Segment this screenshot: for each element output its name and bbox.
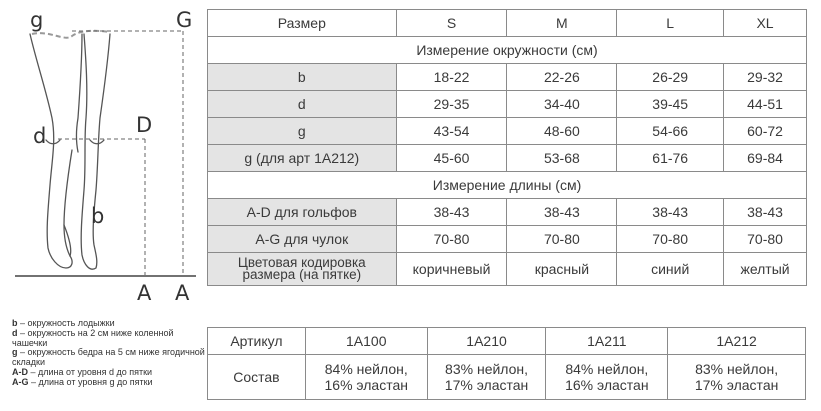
table-cell: 44-51 bbox=[723, 90, 807, 118]
article-cell: 1A211 bbox=[545, 327, 669, 355]
article-row: Артикул 1A100 1A210 1A211 1A212 bbox=[207, 327, 806, 355]
composition-row: Состав 84% нейлон, 16% эластан 83% нейлон… bbox=[207, 354, 806, 400]
table-cell: 48-60 bbox=[506, 117, 618, 145]
size-header-row: Размер S M L XL bbox=[207, 9, 807, 37]
label-D: D bbox=[136, 113, 152, 137]
table-cell: синий bbox=[616, 252, 725, 286]
table-cell: 38-43 bbox=[506, 198, 618, 226]
label-g-right: G bbox=[176, 8, 192, 32]
table-cell: 60-72 bbox=[723, 117, 807, 145]
article-cell: 1A212 bbox=[667, 327, 806, 355]
label-d: d bbox=[33, 124, 46, 148]
size-header-cell: Размер bbox=[207, 9, 397, 37]
leg-measurement-diagram: g G d D b A A bbox=[15, 8, 196, 305]
table-cell: красный bbox=[506, 252, 618, 286]
table-cell: 22-26 bbox=[506, 63, 618, 91]
row-label: A-G для чулок bbox=[207, 225, 397, 253]
legend: b – окружность лодыжки d – окружность на… bbox=[12, 318, 207, 388]
table-cell: 39-45 bbox=[616, 90, 725, 118]
legend-item: d – окружность на 2 см ниже коленной чаш… bbox=[12, 327, 174, 348]
table-row: A-G для чулок 70-80 70-80 70-80 70-80 bbox=[207, 225, 807, 253]
size-header-cell: L bbox=[616, 9, 725, 37]
waistband-line bbox=[31, 29, 111, 39]
table-cell: 53-68 bbox=[506, 144, 618, 172]
table-row: g 43-54 48-60 54-66 60-72 bbox=[207, 117, 807, 145]
legend-item: A-G – длина от уровня g до пятки bbox=[12, 376, 153, 387]
size-table: Размер S M L XL Измерение окружности (см… bbox=[207, 9, 807, 286]
table-cell: 43-54 bbox=[395, 117, 508, 145]
table-row: d 29-35 34-40 39-45 44-51 bbox=[207, 90, 807, 118]
row-label: g (для арт 1A212) bbox=[207, 144, 397, 172]
table-row: A-D для гольфов 38-43 38-43 38-43 38-43 bbox=[207, 198, 807, 226]
color-code-row: Цветовая кодировка размера (на пятке) кор… bbox=[207, 252, 807, 286]
table-cell: коричневый bbox=[395, 252, 508, 286]
table-row: b 18-22 22-26 26-29 29-32 bbox=[207, 63, 807, 91]
legs-illustration bbox=[29, 33, 111, 270]
table-cell: 26-29 bbox=[616, 63, 725, 91]
table-cell: 29-32 bbox=[723, 63, 807, 91]
row-label: A-D для гольфов bbox=[207, 198, 397, 226]
article-table: Артикул 1A100 1A210 1A211 1A212 Состав 8… bbox=[207, 327, 806, 400]
table-cell: 61-76 bbox=[616, 144, 725, 172]
label-A-left: A bbox=[137, 281, 152, 305]
legend-item: b – окружность лодыжки bbox=[12, 318, 115, 328]
composition-cell: 83% нейлон, 17% эластан bbox=[426, 354, 547, 400]
article-cell: 1A100 bbox=[304, 327, 428, 355]
row-label: b bbox=[207, 63, 397, 91]
length-section-row: Измерение длины (см) bbox=[207, 171, 807, 199]
row-label: Цветовая кодировка размера (на пятке) bbox=[207, 252, 397, 286]
legend-item: g – окружность бедра на 5 см ниже ягодич… bbox=[12, 347, 205, 368]
table-cell: 29-35 bbox=[395, 90, 508, 118]
table-cell: 70-80 bbox=[723, 225, 807, 253]
size-header-cell: XL bbox=[723, 9, 807, 37]
size-header-cell: M bbox=[506, 9, 618, 37]
color-code-label-line2: размера (на пятке) bbox=[242, 267, 362, 282]
composition-cell: 84% нейлон, 16% эластан bbox=[304, 354, 428, 400]
composition-cell: 84% нейлон, 16% эластан bbox=[545, 354, 669, 400]
article-label: Артикул bbox=[207, 327, 306, 355]
label-A-right: A bbox=[175, 281, 190, 305]
article-cell: 1A210 bbox=[426, 327, 547, 355]
table-cell: 34-40 bbox=[506, 90, 618, 118]
row-label: g bbox=[207, 117, 397, 145]
table-cell: 70-80 bbox=[616, 225, 725, 253]
table-cell: 38-43 bbox=[723, 198, 807, 226]
table-cell: 69-84 bbox=[723, 144, 807, 172]
table-cell: желтый bbox=[723, 252, 807, 286]
measurement-lines bbox=[58, 30, 184, 275]
composition-cell: 83% нейлон, 17% эластан bbox=[667, 354, 806, 400]
table-cell: 54-66 bbox=[616, 117, 725, 145]
size-header-cell: S bbox=[395, 9, 508, 37]
table-cell: 38-43 bbox=[616, 198, 725, 226]
row-label: d bbox=[207, 90, 397, 118]
color-code-label-line1: Цветовая кодировка bbox=[237, 255, 366, 270]
table-cell: 18-22 bbox=[395, 63, 508, 91]
label-g-left: g bbox=[30, 8, 43, 32]
legend-item: A-D – длина от уровня d до пятки bbox=[12, 366, 153, 377]
table-cell: 38-43 bbox=[395, 198, 508, 226]
label-b: b bbox=[91, 204, 104, 228]
length-section-title: Измерение длины (см) bbox=[207, 171, 807, 199]
composition-label: Состав bbox=[207, 354, 306, 400]
table-row: g (для арт 1A212) 45-60 53-68 61-76 69-8… bbox=[207, 144, 807, 172]
table-cell: 70-80 bbox=[506, 225, 618, 253]
circumference-section-title: Измерение окружности (см) bbox=[207, 36, 807, 64]
table-cell: 70-80 bbox=[395, 225, 508, 253]
circumference-section-row: Измерение окружности (см) bbox=[207, 36, 807, 64]
table-cell: 45-60 bbox=[395, 144, 508, 172]
